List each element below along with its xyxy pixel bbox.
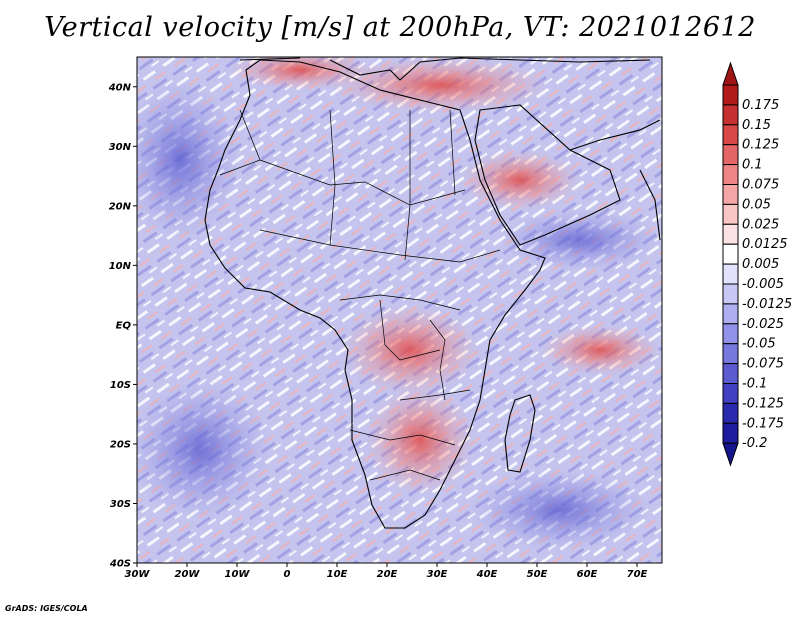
plot-frame [136,56,663,564]
colorbar-swatch [722,243,739,265]
grads-credit: GrADS: IGES/COLA [5,604,88,613]
lat-tick-label: 10S [110,380,131,391]
colorbar-top-arrow [722,61,739,86]
colorbar-bottom-arrow [722,442,739,467]
lat-tick-label: 20S [110,439,131,450]
velocity-field [137,57,662,563]
colorbar-label: -0.2 [742,436,767,451]
colorbar-swatch [722,184,739,205]
colorbar-label: -0.0125 [742,297,792,312]
lon-tick-label: 70E [627,569,648,580]
iran-coast [569,119,661,151]
europe-coast [239,57,651,81]
colorbar-label: 0.005 [742,257,779,272]
lon-tick-label: 40E [476,569,498,580]
colorbar-label: -0.1 [742,377,767,392]
colorbar-swatch [722,422,739,444]
colorbar-swatch [722,203,739,225]
colorbar-swatch [722,343,739,365]
lon-tick-label: 60E [577,569,598,580]
lat-axis: 40N 30N 20N 10N EQ 10S 20S 30S 40S [108,82,137,570]
lon-tick-label: 30E [427,569,448,580]
colorbar-swatch [722,223,739,245]
lon-tick-label: 0 [284,569,291,580]
lat-tick-label: EQ [116,320,132,331]
lon-tick-label: 20E [377,569,398,580]
colorbar-label: 0.05 [742,197,771,212]
lon-tick-label: 20W [175,569,201,580]
colorbar-swatch [722,164,739,186]
lon-tick-label: 30W [125,569,151,580]
arabian-peninsula [474,104,621,246]
colorbar-label: 0.15 [742,118,771,133]
colorbar-swatch [722,383,739,404]
lon-axis: 30W 20W 10W 0 10E 20E 30E 40E 50E 60E 70E [125,563,648,580]
colorbar-label: -0.05 [742,337,776,352]
lat-tick-label: 30N [109,142,132,153]
map-title: Vertical velocity [m/s] at 200hPa, VT: 2… [44,12,756,43]
colorbar-swatch [722,303,739,325]
colorbar-label: -0.075 [742,357,784,372]
india-coast [639,169,661,241]
colorbar-label: 0.1 [742,158,763,173]
colorbar-label: 0.025 [742,217,779,232]
colorbar-label: 0.125 [742,138,779,153]
colorbar: 0.175 0.15 0.125 0.1 0.075 0.05 0.025 0.0125 0.0… [722,61,792,467]
lon-tick-label: 10W [225,569,251,580]
colorbar-swatch [722,402,739,424]
country-borders [219,109,501,481]
madagascar [504,394,536,473]
africa-coastline [204,59,546,529]
colorbar-label: -0.025 [742,317,784,332]
colorbar-swatch [722,144,739,166]
colorbar-label: -0.005 [742,277,784,292]
colorbar-swatch [722,323,739,345]
lat-tick-label: 20N [109,201,132,212]
colorbar-label: -0.125 [742,396,784,411]
colorbar-swatch [722,124,739,146]
lon-tick-label: 10E [327,569,348,580]
colorbar-swatch [722,363,739,385]
lat-tick-label: 40S [109,559,131,570]
colorbar-swatch [722,263,739,285]
lat-tick-label: 40N [108,82,132,93]
colorbar-swatch [722,104,739,126]
colorbar-label: 0.175 [742,98,779,113]
colorbar-label: 0.075 [742,178,779,193]
coastlines [204,57,661,529]
colorbar-swatch [722,84,739,106]
colorbar-label: -0.175 [742,416,784,431]
lat-tick-label: 10N [109,261,132,272]
colorbar-label: 0.0125 [742,237,788,252]
lon-tick-label: 50E [527,569,548,580]
lat-tick-label: 30S [110,499,131,510]
colorbar-swatch [722,283,739,305]
